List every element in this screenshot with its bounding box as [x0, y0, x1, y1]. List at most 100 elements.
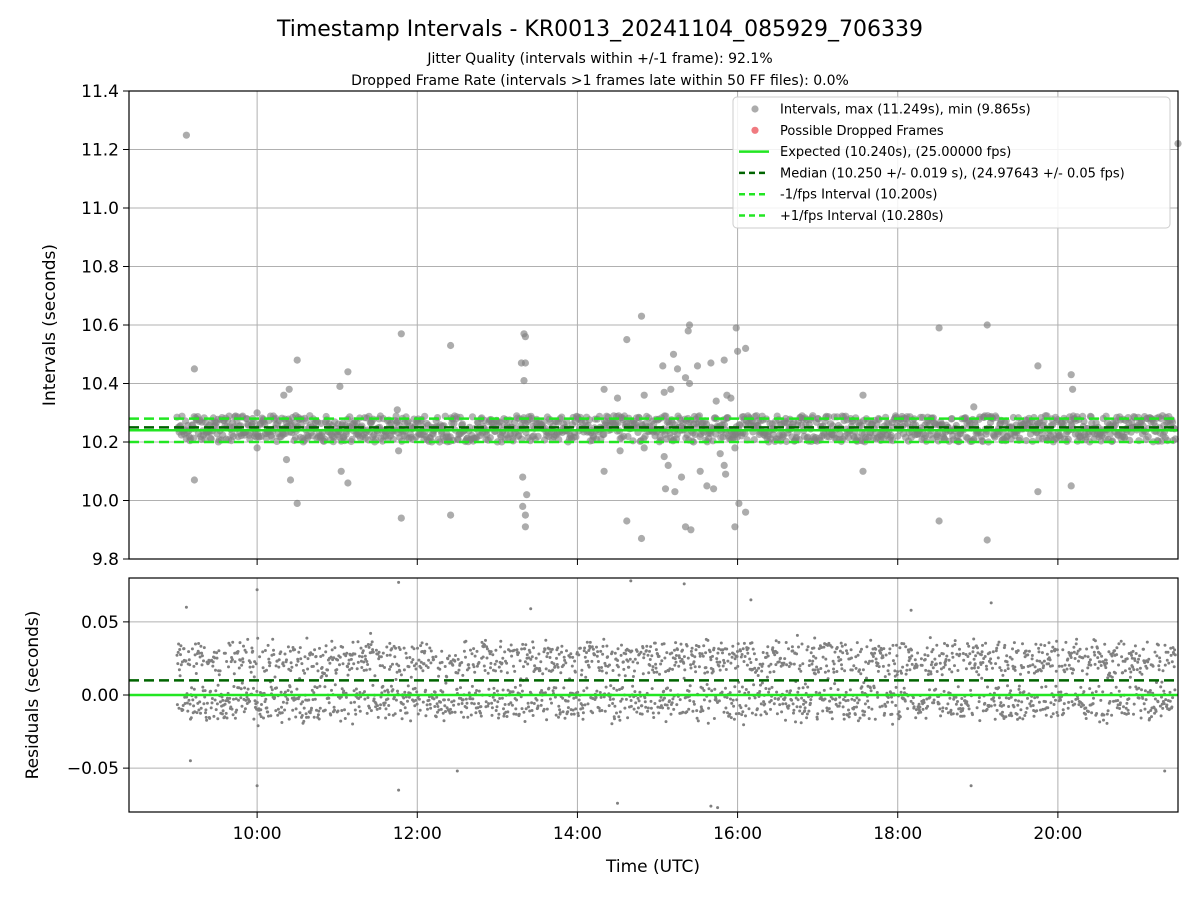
residual-point	[983, 701, 987, 705]
residual-point	[603, 661, 607, 665]
residual-point	[584, 675, 588, 679]
residual-point	[673, 648, 676, 652]
residual-point	[220, 712, 224, 716]
residual-point	[971, 713, 974, 717]
residual-point	[751, 647, 755, 651]
residual-point	[912, 705, 916, 709]
residual-point	[436, 705, 440, 708]
residual-point	[1035, 659, 1039, 663]
residual-point	[746, 646, 750, 650]
residual-point	[790, 698, 794, 702]
interval-outlier-point	[1067, 371, 1075, 379]
residual-point	[563, 716, 567, 720]
residual-point	[976, 646, 979, 650]
residual-point	[503, 650, 507, 654]
residual-point	[894, 704, 898, 707]
residual-point	[556, 646, 560, 650]
residual-point	[346, 712, 350, 716]
residual-point	[989, 661, 993, 665]
residual-point	[616, 665, 620, 669]
residual-point	[740, 653, 744, 656]
residual-point	[681, 648, 684, 652]
residual-point	[1013, 668, 1017, 672]
residual-point	[198, 655, 202, 659]
residual-point	[721, 648, 725, 652]
residual-point	[435, 702, 439, 706]
residual-point	[240, 663, 244, 667]
residual-point	[598, 691, 602, 694]
residual-point	[267, 657, 271, 661]
residual-point	[715, 657, 719, 661]
residual-point	[414, 667, 418, 671]
residual-point	[830, 717, 834, 721]
residual-point	[722, 658, 726, 662]
residual-point	[679, 642, 683, 646]
residual-point	[812, 646, 816, 650]
residual-point	[902, 686, 906, 690]
residual-point	[939, 714, 943, 718]
residual-point	[375, 707, 379, 711]
residual-point	[568, 655, 572, 659]
residual-point	[613, 651, 617, 655]
residual-point	[265, 706, 269, 710]
residual-point	[795, 652, 799, 656]
residual-point	[782, 661, 786, 665]
residual-point	[1137, 686, 1141, 690]
residual-point	[959, 703, 963, 707]
residual-outlier-point	[989, 601, 993, 605]
residual-point	[631, 660, 635, 664]
residual-point	[509, 643, 513, 647]
interval-outlier-point	[673, 365, 682, 373]
residual-point	[352, 689, 356, 693]
residual-point	[1037, 646, 1041, 650]
residual-point	[884, 704, 888, 708]
interval-outlier-point	[859, 391, 867, 399]
residual-point	[761, 651, 765, 654]
residual-point	[636, 696, 640, 700]
interval-outlier-point	[731, 523, 739, 531]
residual-point	[290, 690, 293, 694]
residual-point	[405, 656, 409, 660]
residual-point	[318, 706, 322, 710]
residual-point	[1012, 705, 1016, 709]
residual-point	[469, 713, 473, 717]
residual-point	[244, 698, 248, 702]
residual-point	[330, 639, 334, 643]
residual-point	[194, 672, 198, 675]
residual-point	[1001, 673, 1005, 677]
residual-point	[389, 665, 393, 669]
interval-outlier-point	[447, 511, 455, 519]
residual-point	[462, 649, 466, 653]
residual-point	[582, 649, 586, 653]
residual-point	[390, 647, 394, 651]
residual-point	[809, 698, 813, 702]
residual-point	[891, 643, 895, 647]
residual-point	[1006, 684, 1009, 688]
residual-point	[1128, 667, 1132, 671]
residual-point	[282, 664, 286, 668]
residual-point	[637, 699, 641, 703]
residual-point	[693, 655, 697, 659]
residual-point	[344, 654, 348, 658]
residual-point	[929, 670, 933, 674]
residual-point	[819, 667, 823, 670]
residual-point	[735, 698, 739, 702]
residual-point	[545, 718, 549, 722]
residual-point	[446, 657, 450, 661]
residual-point	[842, 717, 846, 721]
residual-point	[1084, 712, 1087, 716]
residual-point	[464, 697, 468, 701]
residual-point	[591, 711, 595, 715]
interval-outlier-point	[286, 476, 295, 484]
residual-outlier-point	[529, 607, 533, 611]
residual-point	[1087, 710, 1090, 714]
residual-point	[833, 682, 837, 686]
residual-point	[741, 710, 745, 714]
residual-point	[557, 704, 561, 708]
residual-point	[513, 685, 517, 689]
residual-point	[187, 658, 191, 662]
residual-point	[906, 707, 910, 711]
residual-point	[327, 696, 331, 700]
residual-point	[510, 703, 514, 707]
residual-point	[594, 696, 598, 699]
